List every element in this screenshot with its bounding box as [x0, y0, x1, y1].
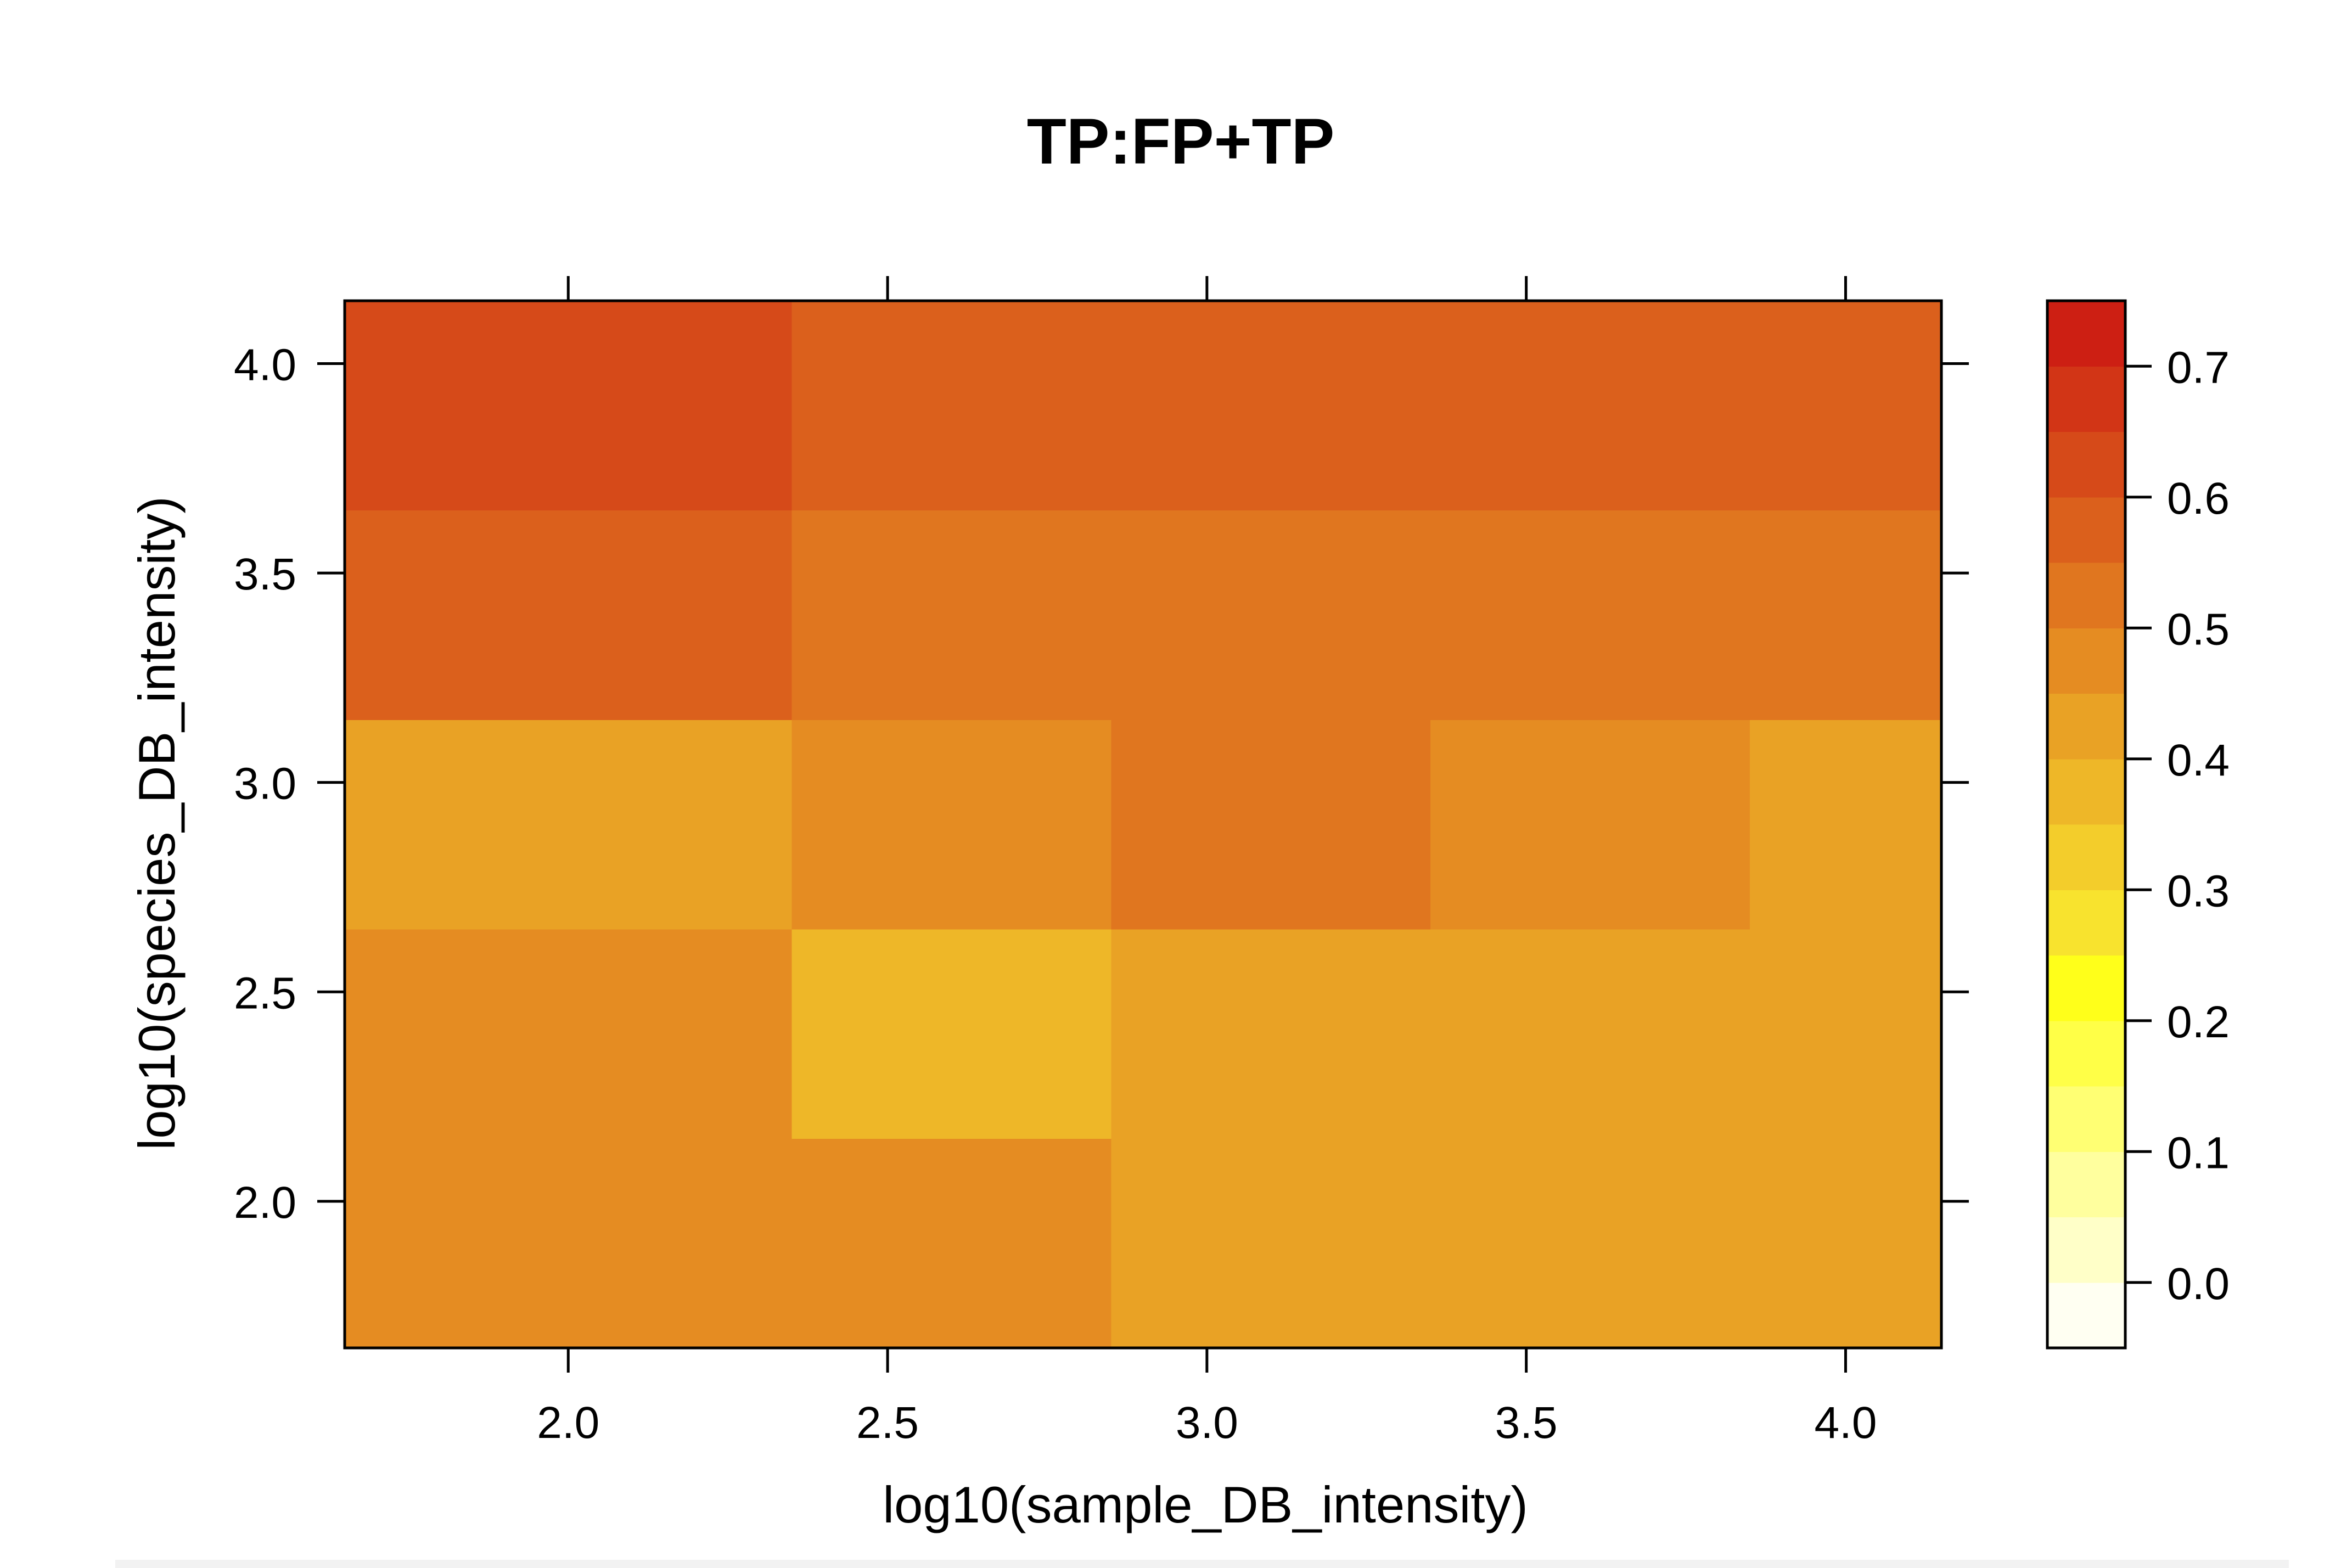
colorbar: 0.0 0.1 0.2 0.3 0.4 0.5 0.6 0.7	[2046, 299, 2230, 1350]
heatmap-cell	[1749, 720, 1942, 930]
heatmap-cell	[345, 929, 793, 1139]
y-axis-label: log10(species_DB_intensity)	[128, 496, 186, 1150]
x-axis: 2.0 2.5 3.0 3.5 4.0	[537, 276, 1877, 1448]
colorbar-segment	[2047, 1151, 2125, 1218]
chart-title: TP:FP+TP	[1027, 105, 1335, 178]
heatmap-cell	[345, 301, 793, 511]
colorbar-segment	[2047, 628, 2125, 694]
colorbar-segment	[2047, 366, 2125, 432]
colorbar-segment	[2047, 1282, 2125, 1348]
x-tick-label: 3.5	[1495, 1398, 1558, 1448]
x-tick-label: 4.0	[1814, 1398, 1877, 1448]
heatmap-cell	[1749, 301, 1942, 511]
colorbar-segment	[2047, 1086, 2125, 1152]
heatmap-cell	[1430, 510, 1750, 720]
colorbar-segment	[2047, 563, 2125, 628]
colorbar-segment	[2047, 955, 2125, 1021]
heatmap-cell	[791, 1138, 1111, 1348]
y-tick-label: 4.0	[234, 340, 296, 390]
plot-frame	[343, 299, 1943, 1350]
colorbar-segment	[2047, 1217, 2125, 1283]
heatmap-cell	[1430, 720, 1750, 930]
heatmap-cell	[1749, 1138, 1942, 1348]
colorbar-tick-label: 0.5	[2167, 604, 2230, 654]
colorbar-segment	[2047, 497, 2125, 563]
heatmap-cell	[791, 301, 1111, 511]
y-tick-label: 2.0	[234, 1178, 296, 1228]
heatmap-cell	[1749, 929, 1942, 1139]
colorbar-segment	[2047, 824, 2125, 890]
heatmap-cell	[1430, 929, 1750, 1139]
heatmap-cell	[1111, 929, 1431, 1139]
colorbar-segment	[2047, 890, 2125, 956]
heatmap-cell	[1111, 1138, 1431, 1348]
heatmap-cell	[1430, 1138, 1750, 1348]
heatmap-cell	[791, 510, 1111, 720]
colorbar-segment	[2047, 431, 2125, 498]
colorbar-tick-label: 0.2	[2167, 997, 2230, 1047]
colorbar-tick-label: 0.0	[2167, 1259, 2230, 1309]
x-tick-label: 2.0	[537, 1398, 599, 1448]
x-tick-label: 2.5	[856, 1398, 919, 1448]
x-axis-label: log10(sample_DB_intensity)	[883, 1476, 1528, 1533]
x-tick-label: 3.0	[1176, 1398, 1238, 1448]
colorbar-segment	[2047, 1020, 2125, 1087]
heatmap-cell	[1111, 301, 1431, 511]
y-tick-label: 3.5	[234, 549, 296, 599]
colorbar-frame	[2046, 299, 2127, 1350]
y-axis: 2.0 2.5 3.0 3.5 4.0	[234, 340, 1969, 1228]
y-tick-label: 3.0	[234, 759, 296, 809]
footer-strip	[115, 1560, 2289, 1568]
heatmap-cell	[791, 929, 1111, 1139]
colorbar-tick-label: 0.3	[2167, 866, 2230, 916]
heatmap-cell	[1430, 301, 1750, 511]
heatmap-cell	[791, 720, 1111, 930]
heatmap-cell	[345, 1138, 793, 1348]
heatmap-cells	[345, 301, 1942, 1348]
y-tick-label: 2.5	[234, 968, 296, 1018]
colorbar-tick-label: 0.1	[2167, 1128, 2230, 1178]
colorbar-tick-label: 0.6	[2167, 474, 2230, 524]
colorbar-segment	[2047, 693, 2125, 760]
heatmap-cell	[345, 720, 793, 930]
colorbar-tick-label: 0.7	[2167, 342, 2230, 392]
colorbar-segment	[2047, 758, 2125, 825]
heatmap-cell	[1111, 510, 1431, 720]
heatmap-cell	[1111, 720, 1431, 930]
heatmap-cell	[345, 510, 793, 720]
colorbar-segment	[2047, 301, 2125, 367]
colorbar-tick-label: 0.4	[2167, 735, 2230, 785]
heatmap-cell	[1749, 510, 1942, 720]
